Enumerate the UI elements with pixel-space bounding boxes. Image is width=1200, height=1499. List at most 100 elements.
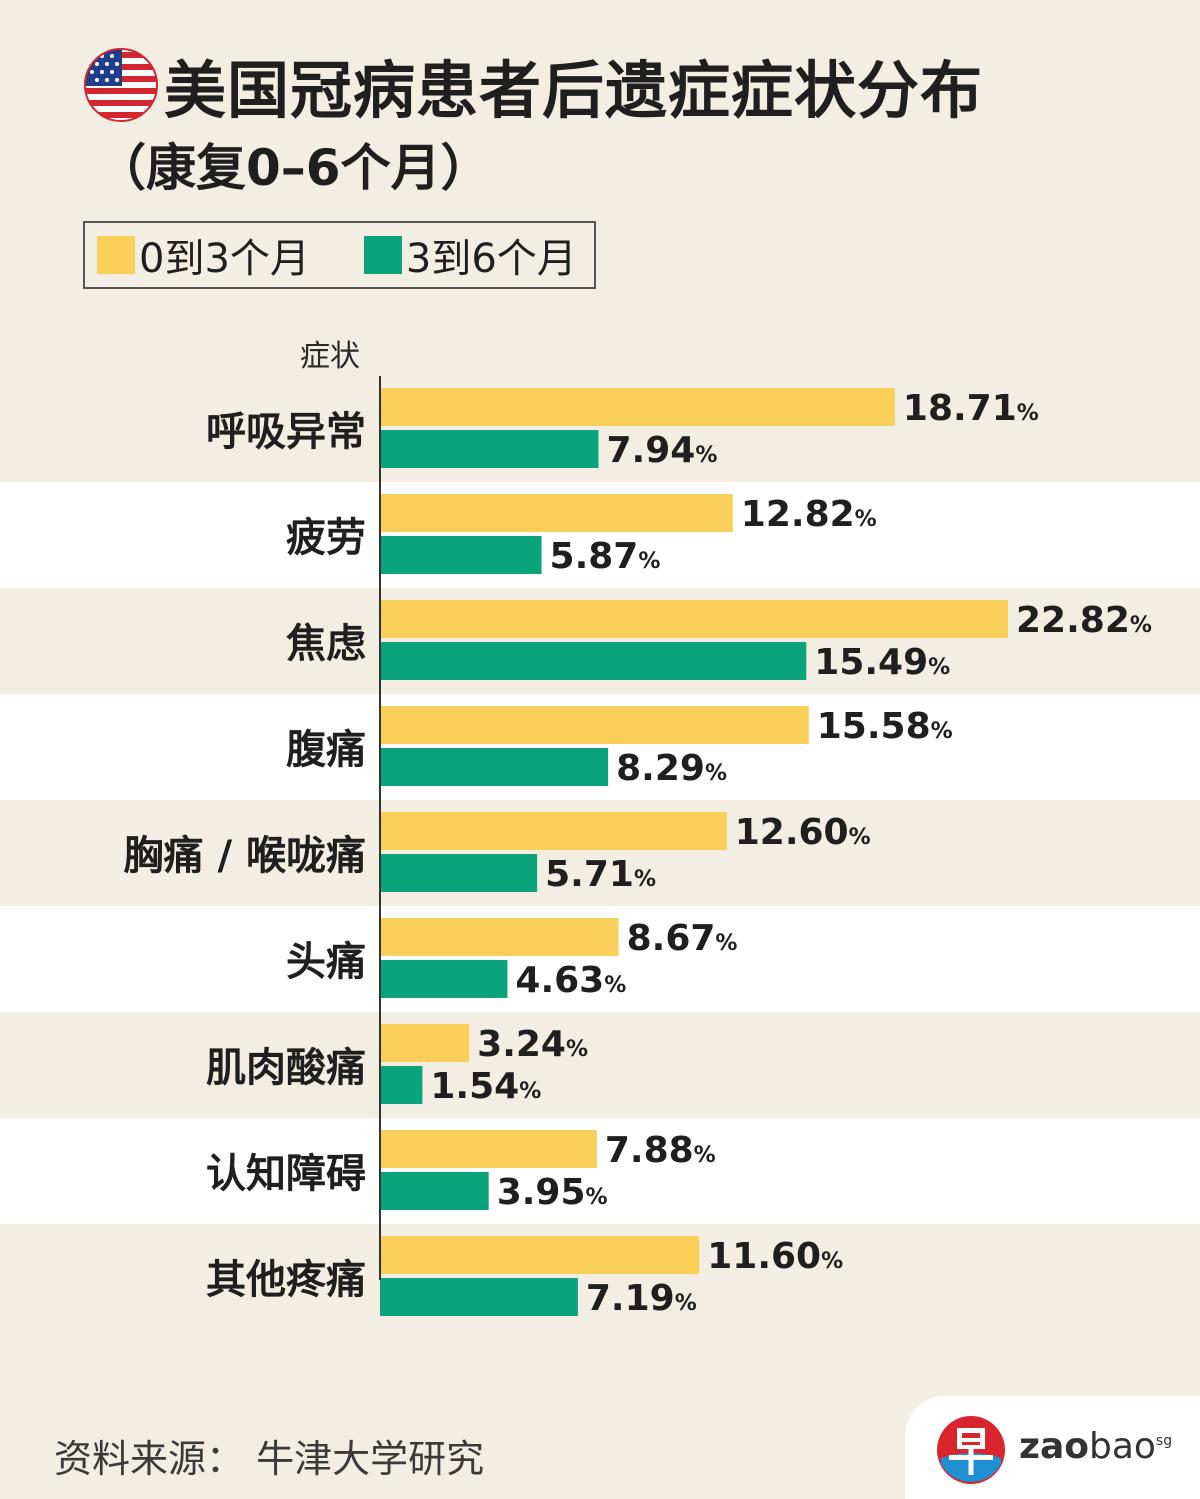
data-label-unit: % xyxy=(821,1249,843,1274)
bar-0-3-months xyxy=(380,1024,470,1062)
bar-0-3-months xyxy=(380,706,809,744)
data-label-unit: % xyxy=(715,931,737,956)
bar-chart: 呼吸异常18.71%7.94%疲劳12.82%5.87%焦虑22.82%15.4… xyxy=(0,339,1200,1319)
data-label-unit: % xyxy=(519,1079,541,1104)
data-label-unit: % xyxy=(855,507,877,532)
category-label: 其他疼痛 xyxy=(206,1257,366,1303)
logo-box: zaobaosg xyxy=(905,1396,1200,1499)
data-label: 4.63% xyxy=(515,960,626,1001)
data-label-unit: % xyxy=(638,549,660,574)
logo-text-bold: zao xyxy=(1019,1426,1089,1467)
legend-swatch-green xyxy=(363,236,402,274)
data-label: 5.71% xyxy=(545,854,656,895)
data-label-value: 1.54 xyxy=(430,1066,519,1107)
category-label: 肌肉酸痛 xyxy=(206,1045,366,1091)
bar-0-3-months xyxy=(380,812,727,850)
data-label-value: 3.95 xyxy=(497,1172,586,1213)
data-label: 22.82% xyxy=(1016,600,1152,641)
bar-3-6-months xyxy=(380,748,609,786)
category-label: 呼吸异常 xyxy=(206,409,366,455)
data-label: 12.60% xyxy=(735,812,871,853)
data-label-unit: % xyxy=(928,655,950,680)
category-label: 头痛 xyxy=(286,939,366,985)
data-label-unit: % xyxy=(566,1037,588,1062)
bar-0-3-months xyxy=(380,600,1008,638)
data-label: 7.94% xyxy=(607,430,718,471)
data-label: 5.87% xyxy=(550,536,661,577)
data-label-value: 5.87 xyxy=(550,536,639,577)
data-label-value: 4.63 xyxy=(515,960,604,1001)
data-label-value: 7.88 xyxy=(605,1130,694,1171)
zaobao-logo-icon xyxy=(937,1416,1005,1484)
bar-3-6-months xyxy=(380,642,807,680)
data-label: 12.82% xyxy=(741,494,877,535)
bar-3-6-months xyxy=(380,1066,423,1104)
source-text: 资料来源： 牛津大学研究 xyxy=(54,1437,485,1481)
data-label-value: 7.19 xyxy=(586,1278,675,1319)
bar-0-3-months xyxy=(380,1130,597,1168)
data-label-value: 5.71 xyxy=(545,854,634,895)
bar-3-6-months xyxy=(380,536,542,574)
legend-item-3-6-months: 3到6个月 xyxy=(363,226,577,284)
data-label: 11.60% xyxy=(707,1236,843,1277)
logo-text: zaobaosg xyxy=(1019,1426,1172,1467)
data-label-unit: % xyxy=(1130,613,1152,638)
data-label-value: 8.29 xyxy=(616,748,705,789)
data-label-value: 22.82 xyxy=(1016,600,1130,641)
data-label-unit: % xyxy=(849,825,871,850)
category-label: 腹痛 xyxy=(286,727,366,773)
data-label-unit: % xyxy=(586,1185,608,1210)
data-label-unit: % xyxy=(695,443,717,468)
data-label: 7.19% xyxy=(586,1278,697,1319)
data-label-unit: % xyxy=(931,719,953,744)
bar-3-6-months xyxy=(380,960,508,998)
data-label: 3.24% xyxy=(477,1024,588,1065)
legend-label: 0到3个月 xyxy=(139,236,310,282)
bar-0-3-months xyxy=(380,388,895,426)
category-label: 疲劳 xyxy=(286,515,366,561)
data-label-value: 3.24 xyxy=(477,1024,566,1065)
bar-0-3-months xyxy=(380,918,619,956)
data-label-value: 12.82 xyxy=(741,494,855,535)
bar-0-3-months xyxy=(380,1236,700,1274)
chart-subtitle: （康复0–6个月） xyxy=(96,139,491,197)
logo-text-sup: sg xyxy=(1155,1433,1173,1449)
data-label-unit: % xyxy=(705,761,727,786)
chart-title: 美国冠病患者后遗症症状分布 xyxy=(164,54,984,127)
data-label-value: 15.58 xyxy=(817,706,931,747)
data-label-unit: % xyxy=(694,1143,716,1168)
data-label: 15.49% xyxy=(814,642,950,683)
legend-label: 3到6个月 xyxy=(405,236,577,282)
data-label-value: 12.60 xyxy=(735,812,849,853)
category-label: 焦虑 xyxy=(286,621,366,667)
data-label: 18.71% xyxy=(903,388,1039,429)
data-label: 15.58% xyxy=(817,706,953,747)
category-label: 胸痛 / 喉咙痛 xyxy=(124,833,366,879)
data-label-value: 11.60 xyxy=(707,1236,821,1277)
category-label: 认知障碍 xyxy=(206,1151,366,1197)
logo-text-light: bao xyxy=(1088,1426,1156,1467)
legend-swatch-yellow xyxy=(97,236,135,274)
data-label-unit: % xyxy=(1017,401,1039,426)
row-band xyxy=(0,1012,1200,1118)
data-label-unit: % xyxy=(675,1291,697,1316)
bar-3-6-months xyxy=(380,854,538,892)
bar-0-3-months xyxy=(380,494,733,532)
data-label-unit: % xyxy=(604,973,626,998)
data-label: 3.95% xyxy=(497,1172,608,1213)
data-label-value: 18.71 xyxy=(903,388,1017,429)
y-axis-title: 症状 xyxy=(300,339,360,374)
bar-3-6-months xyxy=(380,1172,489,1210)
title-row: 美国冠病患者后遗症症状分布 xyxy=(84,40,983,130)
bar-3-6-months xyxy=(380,1278,578,1316)
data-label: 7.88% xyxy=(605,1130,716,1171)
legend: 0到3个月 3到6个月 xyxy=(83,221,596,289)
us-flag-icon xyxy=(84,48,158,122)
row-band xyxy=(0,1118,1200,1224)
data-label-value: 15.49 xyxy=(814,642,928,683)
data-label: 1.54% xyxy=(430,1066,541,1107)
data-label-value: 8.67 xyxy=(627,918,716,959)
bar-3-6-months xyxy=(380,430,599,468)
data-label-value: 7.94 xyxy=(607,430,696,471)
data-label: 8.29% xyxy=(616,748,727,789)
